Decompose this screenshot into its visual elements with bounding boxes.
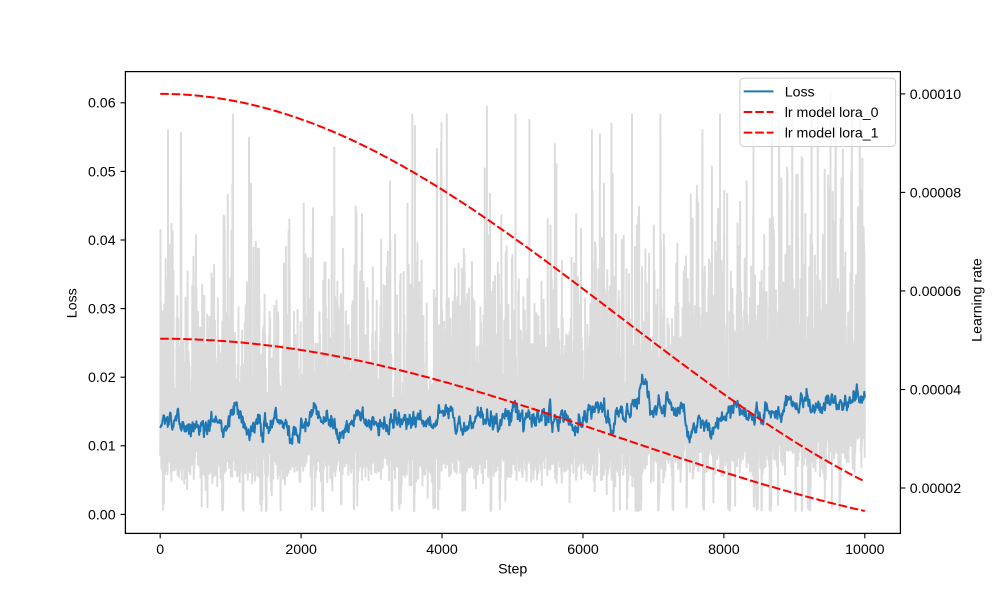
svg-text:0.01: 0.01 bbox=[88, 439, 116, 455]
svg-text:0.04: 0.04 bbox=[88, 233, 116, 249]
svg-text:Learning rate: Learning rate bbox=[970, 258, 986, 342]
svg-text:0.00: 0.00 bbox=[88, 507, 116, 523]
svg-text:8000: 8000 bbox=[708, 542, 740, 558]
svg-text:4000: 4000 bbox=[426, 542, 458, 558]
svg-text:0.05: 0.05 bbox=[88, 164, 116, 180]
svg-text:0.00004: 0.00004 bbox=[910, 382, 961, 398]
svg-text:0.02: 0.02 bbox=[88, 370, 116, 386]
svg-text:10000: 10000 bbox=[845, 542, 885, 558]
svg-text:lr model lora_1: lr model lora_1 bbox=[785, 126, 879, 142]
svg-text:0: 0 bbox=[156, 542, 164, 558]
svg-text:6000: 6000 bbox=[567, 542, 599, 558]
svg-text:Step: Step bbox=[498, 562, 527, 578]
svg-text:0.03: 0.03 bbox=[88, 302, 116, 318]
svg-text:0.06: 0.06 bbox=[88, 96, 116, 112]
svg-text:0.00010: 0.00010 bbox=[910, 87, 961, 103]
svg-text:Loss: Loss bbox=[64, 288, 80, 318]
svg-text:lr model lora_0: lr model lora_0 bbox=[785, 105, 879, 121]
svg-text:Loss: Loss bbox=[785, 84, 815, 100]
svg-text:0.00008: 0.00008 bbox=[910, 185, 961, 201]
svg-text:0.00006: 0.00006 bbox=[910, 284, 961, 300]
svg-text:2000: 2000 bbox=[285, 542, 317, 558]
svg-text:0.00002: 0.00002 bbox=[910, 481, 961, 497]
